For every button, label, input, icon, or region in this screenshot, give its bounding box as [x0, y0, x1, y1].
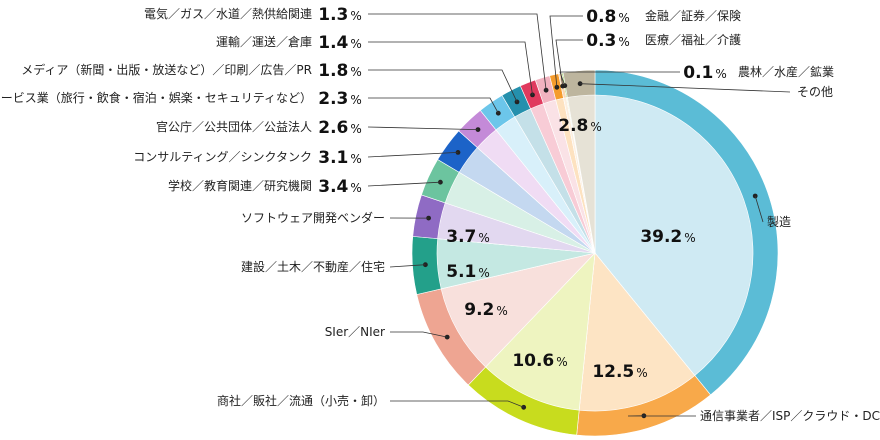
pct-label-6: 3.4%	[318, 177, 362, 197]
pie-slice-inner-16	[567, 94, 596, 254]
pct-label-8: 2.6%	[318, 118, 362, 138]
category-label-12: 電気／ガス／水道／熱供給関連	[144, 6, 312, 21]
pie-slice-inner-0	[594, 94, 754, 376]
leader-line-11	[368, 41, 533, 95]
leader-line-3	[390, 331, 448, 338]
leader-line-14	[555, 39, 583, 87]
pie-slice-inner-2	[485, 252, 596, 411]
category-label-14: 医療／福祉／介護	[645, 32, 741, 47]
category-label-15: 農林／水産／鉱業	[738, 64, 834, 79]
leader-line-0	[754, 195, 764, 223]
pie-slice-inner-3	[440, 252, 596, 368]
pct-label-0: 39.2%	[640, 227, 695, 247]
pct-label-3: 9.2%	[464, 300, 508, 320]
pct-label-1: 12.5%	[592, 362, 647, 382]
pct-label-9: 2.3%	[318, 89, 362, 109]
leader-line-12	[368, 13, 547, 91]
category-label-3: SIer／NIer	[325, 325, 385, 339]
pct-label-13: 0.8%	[586, 7, 630, 27]
category-labels: 製造 39.2 % 通信事業者／ISP／クラウド・DC 12.5 % 商社／販社／流通（小売…	[0, 5, 880, 423]
pie-slices	[411, 69, 779, 437]
category-label-5: ソフトウェア開発ベンダー	[241, 210, 385, 225]
leader-dot-0	[752, 193, 758, 199]
category-label-16: その他	[797, 85, 833, 99]
category-label-10: メディア（新聞・出版・放送など）／印刷／広告／PR	[21, 62, 312, 77]
category-label-2: 商社／販社／流通（小売・卸）	[217, 393, 385, 408]
pie-slice-inner-1	[578, 252, 696, 412]
leader-line-10	[368, 69, 518, 103]
category-label-1: 通信事業者／ISP／クラウド・DC	[700, 409, 880, 423]
pct-label-4: 5.1%	[446, 262, 490, 282]
pct-label-15: 0.1%	[683, 63, 727, 83]
category-label-13: 金融／証券／保険	[645, 8, 741, 23]
pct-label-10: 1.8%	[318, 61, 362, 81]
leader-lines	[367, 13, 791, 419]
pct-label-2: 10.6%	[512, 351, 567, 371]
pct-label-12: 1.3%	[318, 5, 362, 25]
leader-line-7	[367, 152, 459, 158]
leader-line-6	[367, 181, 441, 187]
leader-line-16	[580, 83, 791, 93]
pct-label-16: 2.8%	[558, 116, 602, 136]
pct-label-7: 3.1%	[318, 148, 362, 168]
category-label-6: 学校／教育関連／研究機関	[168, 178, 312, 193]
leader-line-15	[559, 71, 680, 86]
category-label-7: コンサルティング／シンクタンク	[133, 150, 312, 164]
pct-label-11: 1.4%	[318, 33, 362, 53]
category-label-9: サービス業（旅行・飲食・宿泊・娯楽・セキュリティなど）	[0, 90, 312, 105]
leader-line-2	[390, 400, 524, 408]
category-label-0: 製造	[767, 215, 791, 229]
leader-line-9	[368, 97, 499, 114]
pct-label-14: 0.3%	[586, 31, 630, 51]
category-label-8: 官公庁／公共団体／公益法人	[156, 119, 312, 134]
pct-label-5: 3.7%	[446, 227, 490, 247]
leader-line-13	[549, 15, 583, 88]
category-label-11: 運輸／運送／倉庫	[216, 34, 312, 49]
category-label-4: 建設／土木／不動産／住宅	[241, 259, 385, 274]
leader-line-4	[389, 264, 426, 268]
leader-line-8	[367, 126, 479, 130]
